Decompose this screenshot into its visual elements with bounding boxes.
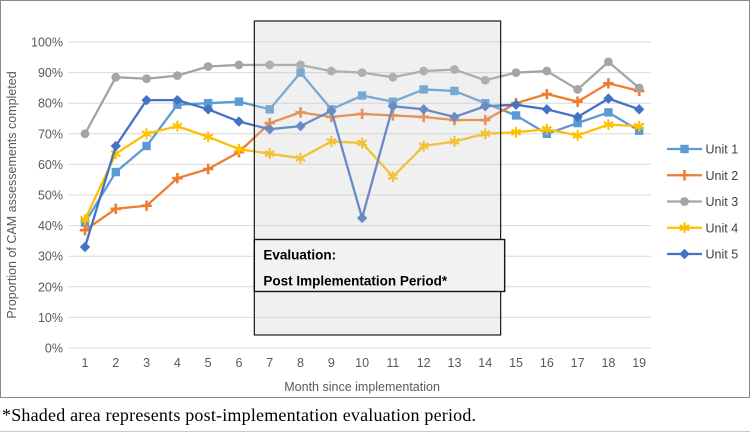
x-tick-label: 13 (448, 356, 462, 370)
x-tick-label: 12 (417, 356, 431, 370)
y-tick-label: 80% (38, 97, 63, 111)
chart-container: 0% 10% 20% 30% 40% 50% 60% 70% 80% 90% 100% 1 2 3 4 5 6 7… (0, 0, 750, 398)
y-tick-label: 20% (38, 280, 63, 294)
legend-item-unit-1: Unit 1 (667, 143, 738, 157)
series-unit-5 (79, 93, 645, 253)
series-unit-4 (79, 119, 645, 225)
legend-label: Unit 1 (706, 143, 739, 157)
cam-line-chart: 0%10%20%30%40%50%60%70%80%90%100%1 2 3 4 5 6 7… (5, 20, 738, 394)
x-tick-label: 6 (235, 356, 242, 370)
footnote: *Shaded area represents post-implementat… (2, 405, 477, 425)
x-tick-label: 3 (143, 356, 150, 370)
series-unit-4-markers (79, 119, 645, 225)
y-tick-label: 40% (38, 219, 63, 233)
x-tick-label: 14 (478, 356, 492, 370)
x-tick-label: 7 (266, 356, 273, 370)
series-unit-5-markers (79, 93, 645, 253)
y-tick-label: 10% (38, 311, 63, 325)
y-tick-label: 90% (38, 66, 63, 80)
x-axis-labels: 1 2 3 4 5 6 7 8 9 10 11 12 13 14 15 16 17 18 19 (82, 356, 647, 370)
y-axis-title: Proportion of CAM assessements completed (5, 71, 19, 318)
y-tick-label: 70% (38, 127, 63, 141)
evaluation-label-box: Evaluation: Post Implementation Period* (253, 238, 506, 293)
y-tick-label: 100% (31, 36, 63, 50)
legend-label: Unit 3 (706, 195, 739, 209)
legend-label: Unit 4 (706, 221, 739, 235)
evaluation-label-line1: Evaluation: (263, 248, 336, 263)
x-tick-label: 18 (601, 356, 615, 370)
legend: Unit 1 Unit 2 Unit 3 Unit 4 Unit 5 (667, 143, 738, 262)
legend-item-unit-3: Unit 3 (667, 195, 738, 209)
x-tick-label: 19 (632, 356, 646, 370)
x-tick-label: 10 (355, 356, 369, 370)
x-tick-label: 2 (112, 356, 119, 370)
evaluation-label-line2: Post Implementation Period* (263, 274, 448, 289)
y-gridlines (68, 41, 651, 349)
x-tick-label: 15 (509, 356, 523, 370)
legend-label: Unit 2 (706, 169, 739, 183)
x-tick-label: 16 (540, 356, 554, 370)
x-tick-label: 11 (386, 356, 399, 370)
legend-label: Unit 5 (706, 248, 739, 262)
y-tick-label: 30% (38, 250, 63, 264)
x-tick-label: 5 (205, 356, 212, 370)
x-axis-title: Month since implementation (284, 380, 440, 394)
x-tick-label: 1 (82, 356, 89, 370)
x-tick-label: 9 (328, 356, 335, 370)
legend-item-unit-5: Unit 5 (667, 248, 738, 262)
y-tick-label: 50% (38, 189, 63, 203)
series-unit-3 (80, 57, 644, 139)
y-axis-labels: 0% 10% 20% 30% 40% 50% 60% 70% 80% 90% 100% (31, 36, 63, 356)
y-tick-label: 0% (45, 342, 63, 356)
legend-item-unit-4: Unit 4 (667, 221, 738, 235)
legend-item-unit-2: Unit 2 (667, 169, 738, 183)
y-tick-label: 60% (38, 158, 63, 172)
x-tick-label: 8 (297, 356, 304, 370)
x-tick-label: 17 (571, 356, 585, 370)
x-tick-label: 4 (174, 356, 181, 370)
series-unit-3-markers (80, 57, 644, 139)
